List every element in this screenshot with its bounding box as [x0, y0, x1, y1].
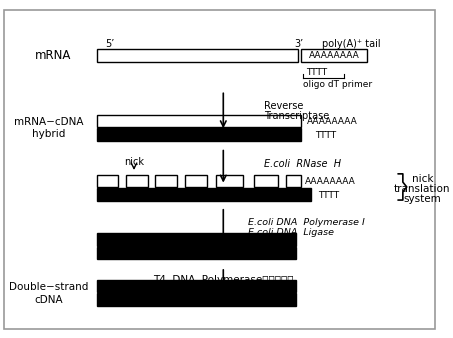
Text: Double−strand: Double−strand	[9, 283, 88, 292]
Text: TTTT: TTTT	[306, 68, 327, 77]
Bar	[126, 175, 148, 188]
Text: translation: translation	[394, 184, 451, 194]
Text: E.coli  RNase  H: E.coli RNase H	[264, 159, 341, 169]
Bar	[185, 175, 207, 188]
Text: 3’: 3’	[294, 39, 304, 49]
Bar	[97, 175, 119, 188]
Bar	[97, 49, 298, 62]
Text: AAAAAAAA: AAAAAAAA	[307, 117, 357, 126]
Text: cDNA: cDNA	[34, 295, 63, 305]
Text: system: system	[403, 194, 441, 203]
Text: mRNA−cDNA: mRNA−cDNA	[14, 117, 83, 127]
Text: nick: nick	[411, 174, 433, 184]
Text: E.coli DNA  Ligase: E.coli DNA Ligase	[247, 227, 333, 237]
Text: nick: nick	[135, 129, 156, 139]
Bar	[254, 175, 278, 188]
Bar	[97, 188, 311, 201]
Text: Reverse: Reverse	[264, 101, 304, 111]
Text: Transcriptase: Transcriptase	[264, 111, 329, 121]
Text: nick: nick	[124, 157, 144, 167]
Text: mRNA: mRNA	[35, 49, 72, 62]
Text: 5’: 5’	[105, 39, 115, 49]
Bar	[97, 115, 301, 127]
Text: T4  DNA  Polymerase平滑末端化: T4 DNA Polymerase平滑末端化	[153, 275, 294, 285]
Bar	[97, 247, 296, 259]
Bar	[216, 175, 243, 188]
Bar	[97, 233, 296, 246]
Text: poly(A)⁺ tail: poly(A)⁺ tail	[322, 39, 381, 49]
Bar	[301, 49, 367, 62]
Bar	[97, 128, 301, 141]
Bar	[286, 175, 301, 188]
Bar	[155, 175, 177, 188]
Text: TTTT: TTTT	[318, 191, 340, 200]
Text: AAAAAAAA: AAAAAAAA	[305, 177, 356, 186]
Text: oligo dT primer: oligo dT primer	[303, 80, 372, 89]
Text: E.coli DNA  Polymerase I: E.coli DNA Polymerase I	[247, 218, 364, 227]
Bar	[97, 280, 296, 292]
FancyBboxPatch shape	[4, 10, 435, 329]
Bar	[97, 293, 296, 306]
Text: TTTT: TTTT	[315, 130, 337, 140]
Text: hybrid: hybrid	[32, 129, 65, 139]
Text: AAAAAAAA: AAAAAAAA	[308, 51, 359, 60]
